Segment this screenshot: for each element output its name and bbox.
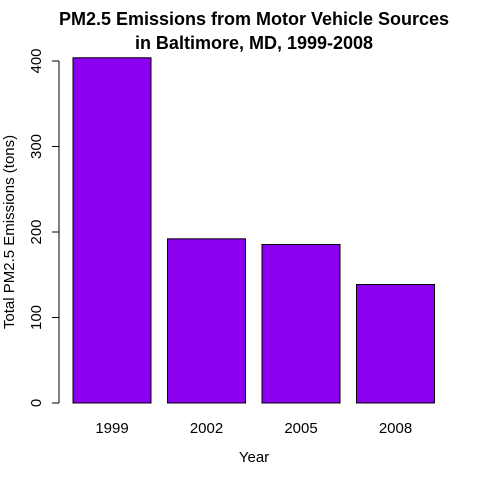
y-axis: 0 100 200 300 400 [28,48,60,407]
bar-2008 [356,283,435,404]
y-axis-label: Total PM2.5 Emissions (tons) [1,135,18,329]
x-tick-label-1999: 1999 [95,420,128,437]
x-tick-label-2002: 2002 [190,420,223,437]
x-axis-label: Year [239,449,269,466]
y-tick-label-200: 200 [28,219,45,244]
bar-2005 [261,243,341,404]
x-tick-labels: 1999 2002 2005 2008 [95,420,412,437]
bar-1999 [72,57,152,404]
x-tick-label-2008: 2008 [379,420,412,437]
chart-title-line-1: PM2.5 Emissions from Motor Vehicle Sourc… [59,9,449,29]
y-tick-label-0: 0 [28,399,45,407]
x-tick-label-2005: 2005 [284,420,317,437]
y-tick-label-300: 300 [28,134,45,159]
chart-title-line-2: in Baltimore, MD, 1999-2008 [135,33,373,53]
bar-2002 [167,238,246,404]
bars-group [72,57,435,404]
y-tick-label-100: 100 [28,305,45,330]
y-tick-label-400: 400 [28,48,45,73]
